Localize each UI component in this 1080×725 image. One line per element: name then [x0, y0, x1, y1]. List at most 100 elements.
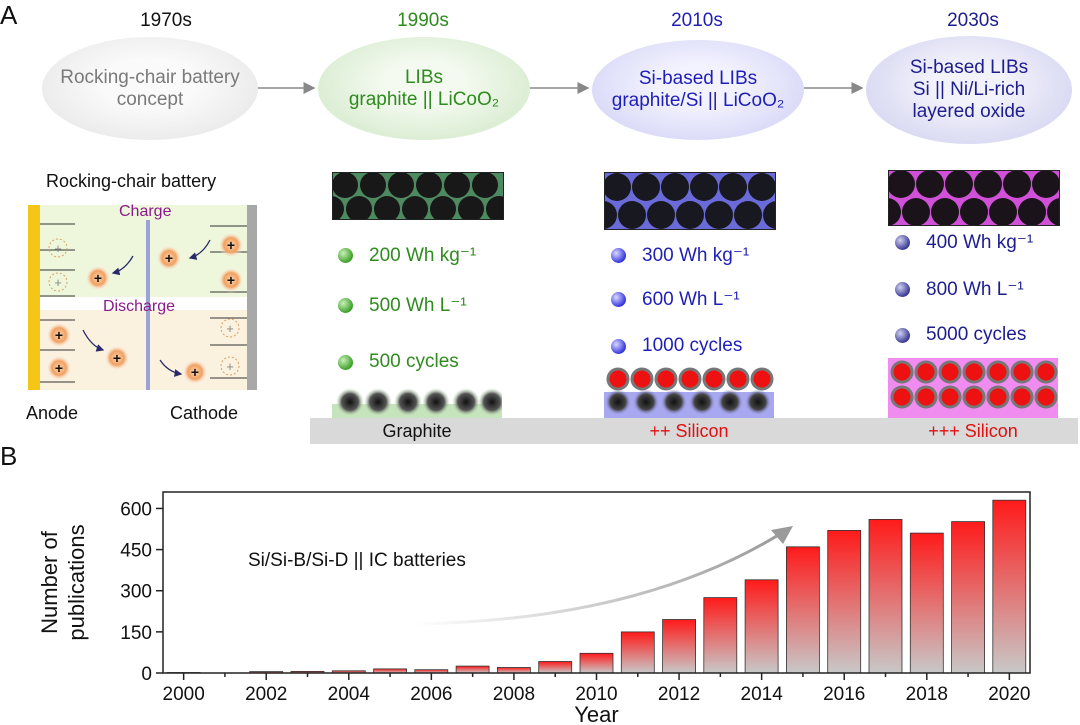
- timeline-arrows: [258, 82, 864, 94]
- era-line: layered oxide: [912, 101, 1026, 122]
- metric-cycles-2030s: 5000 cycles: [895, 324, 1026, 346]
- trend-arrow: [414, 532, 781, 626]
- bar-2008: [496, 667, 531, 674]
- x-tick-label: 2010: [575, 684, 617, 705]
- svg-text:+: +: [227, 272, 235, 288]
- metric-energy-vol-1990s: 500 Wh L⁻¹: [338, 294, 467, 317]
- si-micrograph: [888, 170, 1060, 226]
- x-tick-label: 2004: [328, 684, 371, 705]
- era-year-1990s: 1990s: [397, 10, 449, 31]
- metric-text: 800 Wh L⁻¹: [926, 279, 1024, 300]
- bar-2019: [951, 521, 985, 674]
- discharge-label: Discharge: [103, 298, 176, 315]
- metric-energy-vol-2030s: 800 Wh L⁻¹: [895, 278, 1024, 301]
- metric-text: 200 Wh kg⁻¹: [369, 245, 477, 266]
- x-tick-label: 2014: [741, 684, 784, 705]
- svg-text:+: +: [54, 241, 62, 256]
- panel-b-letter: B: [0, 441, 18, 471]
- x-tick-label: 2016: [823, 684, 865, 705]
- era-line: concept: [116, 88, 184, 110]
- anode-material-2030s: +++ Silicon: [928, 421, 1018, 441]
- metric-text: 1000 cycles: [642, 335, 743, 356]
- svg-text:+: +: [113, 350, 121, 366]
- era-ellipse-2010s: Si-based LIBs graphite/Si || LiCoO₂: [592, 40, 804, 140]
- x-tick-label: 2012: [658, 684, 700, 705]
- era-ellipse-1970s: Rocking-chair battery concept: [42, 37, 258, 140]
- era-line: graphite || LiCoO₂: [348, 88, 500, 110]
- x-tick-label: 2020: [988, 684, 1030, 705]
- anode-material-1990s: Graphite: [382, 421, 452, 441]
- era-line: Si-based LIBs: [909, 57, 1029, 78]
- metric-text: 500 cycles: [369, 351, 459, 372]
- y-tick-label: 150: [120, 623, 152, 644]
- bullet-icon: [611, 292, 626, 307]
- y-tick-label: 300: [120, 582, 152, 603]
- era-year-2030s: 2030s: [947, 10, 999, 31]
- era-line: graphite/Si || LiCoO₂: [611, 90, 785, 111]
- bar-2014: [744, 579, 779, 674]
- bar-2015: [786, 546, 820, 674]
- chart-annotation: Si/Si-B/Si-D || IC batteries: [248, 550, 466, 571]
- svg-text:+: +: [165, 250, 173, 266]
- metric-text: 5000 cycles: [926, 324, 1027, 345]
- cathode-collector: [247, 205, 257, 390]
- x-tick-label: 2002: [245, 684, 287, 705]
- bullet-icon: [895, 235, 910, 250]
- metric-text: 400 Wh kg⁻¹: [926, 232, 1034, 253]
- svg-text:+: +: [55, 327, 63, 343]
- separator: [146, 220, 150, 390]
- bar-2013: [703, 597, 738, 674]
- graphite-si-particle-layer: [604, 367, 774, 418]
- bullet-icon: [895, 327, 910, 343]
- si-particle-layer: [888, 358, 1058, 418]
- bar-2018: [909, 532, 944, 674]
- era-line: Si || Ni/Li-rich: [912, 79, 1026, 100]
- bullet-icon: [611, 248, 626, 263]
- era-line: Si-based LIBs: [638, 68, 758, 89]
- charge-label: Charge: [119, 203, 172, 220]
- rocking-chair-title: Rocking-chair battery: [46, 171, 217, 191]
- anode-collector: [28, 205, 40, 390]
- metric-text: 600 Wh L⁻¹: [642, 289, 740, 310]
- svg-text:+: +: [54, 275, 62, 290]
- bullet-icon: [611, 338, 626, 354]
- bullet-icon: [895, 282, 910, 297]
- bar-2012: [662, 619, 696, 674]
- metric-text: 300 Wh kg⁻¹: [642, 245, 750, 266]
- bar-2010: [579, 652, 614, 674]
- bar-2017: [868, 519, 903, 674]
- substrate-platform: [310, 418, 1078, 444]
- metric-energy-mass-2010s: 300 Wh kg⁻¹: [611, 244, 749, 267]
- trend-arrow-head: [771, 526, 793, 544]
- svg-text:+: +: [94, 270, 102, 286]
- svg-text:+: +: [227, 237, 235, 253]
- bullet-icon: [338, 298, 353, 313]
- rocking-chair-diagram: + + + + + + + + + + + +: [28, 205, 257, 390]
- publications-bar-chart: 0 150 300 450 600 2000 2002 2004 2006 2008 2010 20…: [37, 491, 1031, 725]
- y-tick-label: 600: [120, 499, 152, 520]
- bar-2011: [620, 631, 655, 674]
- metric-cycles-1990s: 500 cycles: [338, 351, 459, 373]
- x-tick-label: 2006: [410, 684, 452, 705]
- cathode-label: Cathode: [170, 403, 239, 423]
- metric-energy-mass-1990s: 200 Wh kg⁻¹: [338, 244, 476, 267]
- era-line: Rocking-chair battery: [60, 66, 240, 88]
- bar-2009: [538, 661, 573, 674]
- graphite-si-micrograph: [604, 172, 776, 230]
- era-ellipse-1990s: LIBs graphite || LiCoO₂: [318, 37, 530, 140]
- bullet-icon: [338, 248, 353, 263]
- anode-label: Anode: [26, 403, 79, 423]
- graphite-particle-layer: [332, 388, 502, 418]
- panel-a-letter: A: [0, 0, 18, 30]
- bar-2016: [827, 530, 862, 674]
- svg-text:+: +: [191, 364, 199, 380]
- svg-text:+: +: [226, 321, 234, 336]
- bar-2020: [992, 499, 1027, 674]
- y-tick-label: 450: [120, 541, 152, 562]
- svg-text:+: +: [55, 360, 63, 376]
- era-year-1970s: 1970s: [140, 10, 192, 31]
- bar-2007: [455, 665, 490, 674]
- y-axis-label-line-1: Number of: [37, 530, 62, 634]
- metric-energy-vol-2010s: 600 Wh L⁻¹: [611, 288, 740, 311]
- svg-text:+: +: [226, 359, 234, 374]
